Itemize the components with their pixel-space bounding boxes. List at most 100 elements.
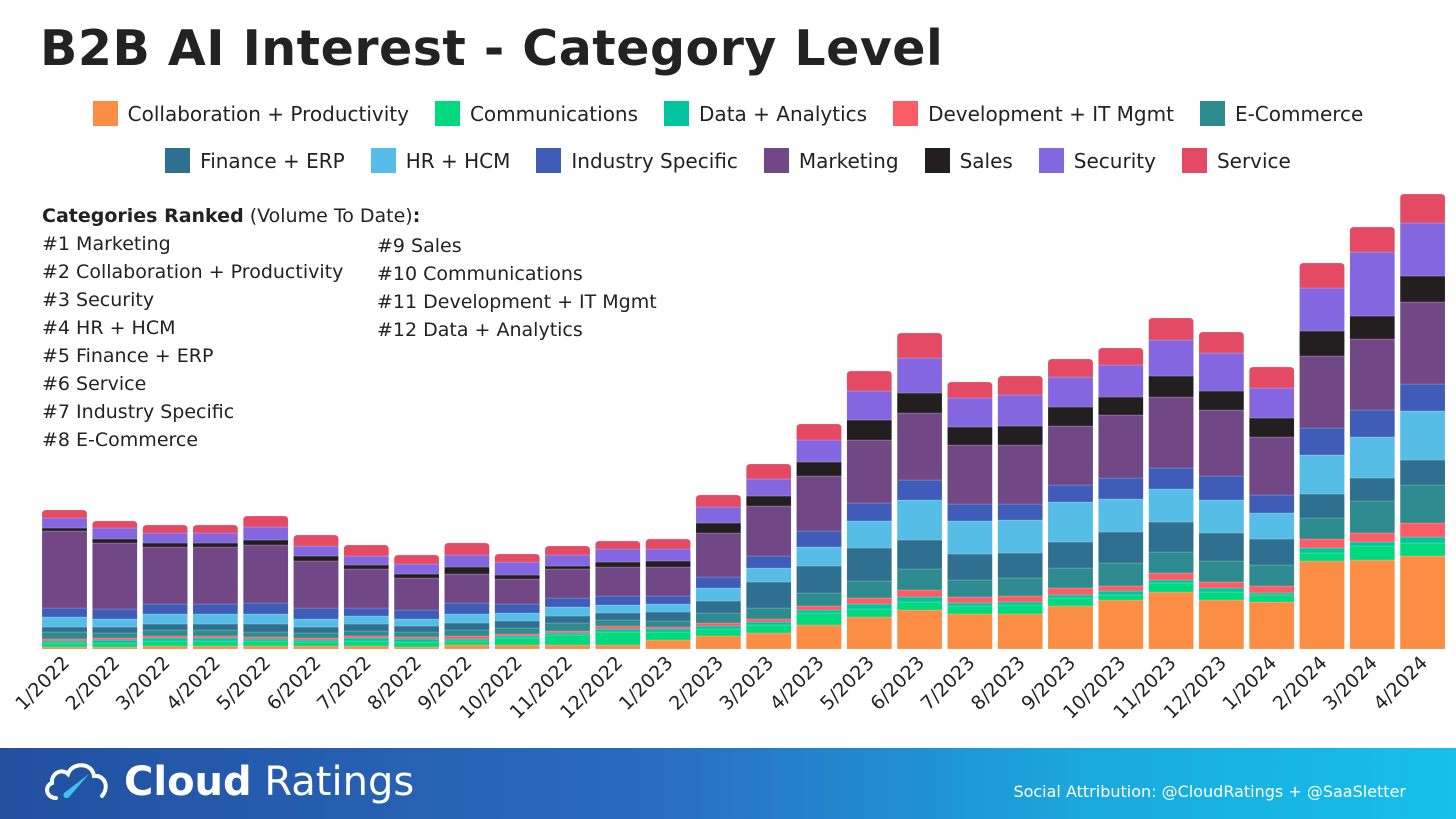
bar-stack xyxy=(1249,367,1295,650)
bar-segment xyxy=(343,555,389,566)
bar-segment xyxy=(595,595,641,606)
bar-segment xyxy=(343,545,389,557)
bar-segment xyxy=(394,609,440,620)
bar-segment xyxy=(1349,545,1395,561)
bar-segment xyxy=(545,597,590,608)
bar-segment xyxy=(343,635,389,639)
bar-segment xyxy=(1148,551,1194,574)
bar-segment xyxy=(1400,536,1446,544)
bar-segment xyxy=(1249,367,1295,389)
bar-segment xyxy=(1349,251,1395,317)
x-tick-label: 4/2024 xyxy=(1369,652,1432,715)
bar-segment xyxy=(142,640,188,647)
bar-segment xyxy=(394,573,440,579)
bar-segment xyxy=(1148,591,1194,650)
bar-segment xyxy=(846,390,892,421)
bar-segment xyxy=(92,608,138,620)
chart-title: B2B AI Interest - Category Level xyxy=(40,20,944,77)
ranked-heading-colon: : xyxy=(412,205,421,227)
bar-segment xyxy=(243,623,289,633)
bar-segment xyxy=(42,517,87,529)
bar-segment xyxy=(695,522,741,534)
bar-segment xyxy=(1299,263,1345,289)
bar-segment xyxy=(192,542,238,548)
bar-segment xyxy=(293,626,339,634)
bar-segment xyxy=(444,554,490,568)
bar-segment xyxy=(746,624,792,634)
bar-segment xyxy=(1249,538,1295,566)
bar-segment xyxy=(947,520,993,555)
bar-segment xyxy=(42,646,87,650)
legend-swatch xyxy=(165,148,191,173)
legend-label: Communications xyxy=(469,101,639,126)
bar-segment xyxy=(746,632,792,650)
bar-segment xyxy=(1299,330,1345,357)
x-tick-label: 3/2024 xyxy=(1319,652,1382,715)
bar-segment xyxy=(595,566,641,597)
bar-segment xyxy=(1048,406,1093,427)
bar-segment xyxy=(1048,541,1093,569)
bar-stack xyxy=(1198,332,1244,650)
bar-segment xyxy=(897,392,943,414)
ranked-item: #4 HR + HCM xyxy=(42,317,176,339)
bar-segment xyxy=(645,620,691,628)
legend-item: Security xyxy=(1038,148,1156,173)
ranked-heading-rest: (Volume To Date) xyxy=(243,205,413,227)
x-tick-label: 7/2022 xyxy=(313,652,376,715)
bar-segment xyxy=(243,539,289,546)
bar-segment xyxy=(1148,572,1194,581)
bar-segment xyxy=(1400,555,1446,650)
bar-segment xyxy=(444,629,490,637)
bar-segment xyxy=(293,560,339,609)
ranked-item: #12 Data + Analytics xyxy=(377,319,583,341)
bar-segment xyxy=(1400,383,1446,412)
legend-label: HR + HCM xyxy=(405,148,511,173)
bar-segment xyxy=(595,548,641,563)
bar-segment xyxy=(293,618,339,628)
x-tick-label: 8/2022 xyxy=(363,652,426,715)
bar-segment xyxy=(1299,355,1345,429)
bar-segment xyxy=(545,554,590,567)
bar-segment xyxy=(1249,387,1295,419)
x-tick-label: 2/2022 xyxy=(62,652,125,715)
bar-segment xyxy=(1349,315,1395,340)
bar-segment xyxy=(645,603,691,613)
bar-stack xyxy=(897,333,943,650)
bar-segment xyxy=(846,439,892,504)
bar-segment xyxy=(645,631,691,641)
bar-segment xyxy=(645,566,691,597)
bar-segment xyxy=(1400,410,1446,461)
bar-segment xyxy=(142,542,188,548)
legend-label: Development + IT Mgmt xyxy=(928,101,1174,126)
bar-segment xyxy=(1098,594,1144,601)
legend-item: Service xyxy=(1181,148,1291,173)
cloud-gauge-icon xyxy=(45,763,108,800)
legend-swatch xyxy=(370,148,396,173)
x-tick-label: 3/2023 xyxy=(715,652,778,715)
legend-label: Security xyxy=(1073,148,1156,173)
bar-segment xyxy=(343,640,389,647)
bar-segment xyxy=(1098,498,1144,533)
bar-segment xyxy=(343,637,389,642)
bar-segment xyxy=(1048,359,1093,378)
bar-segment xyxy=(897,568,943,591)
bar-segment xyxy=(1048,567,1093,589)
bar-segment xyxy=(595,604,641,614)
legend-item: Industry Specific xyxy=(536,148,738,173)
bar-segment xyxy=(1048,594,1093,599)
bar-segment xyxy=(42,510,87,519)
bar-segment xyxy=(746,581,792,609)
legend-swatch xyxy=(536,148,562,173)
bar-segment xyxy=(695,506,741,524)
bar-segment xyxy=(1249,417,1295,438)
bar-segment xyxy=(1098,590,1144,596)
bar-segment xyxy=(444,613,490,624)
bar-segment xyxy=(192,603,238,615)
ranked-item: #2 Collaboration + Productivity xyxy=(42,261,344,283)
bar-segment xyxy=(42,631,87,640)
bar-segment xyxy=(243,526,289,541)
legend-label: Finance + ERP xyxy=(200,148,345,173)
bar-segment xyxy=(595,561,641,568)
bar-segment xyxy=(293,645,339,650)
bar-segment xyxy=(142,635,188,639)
